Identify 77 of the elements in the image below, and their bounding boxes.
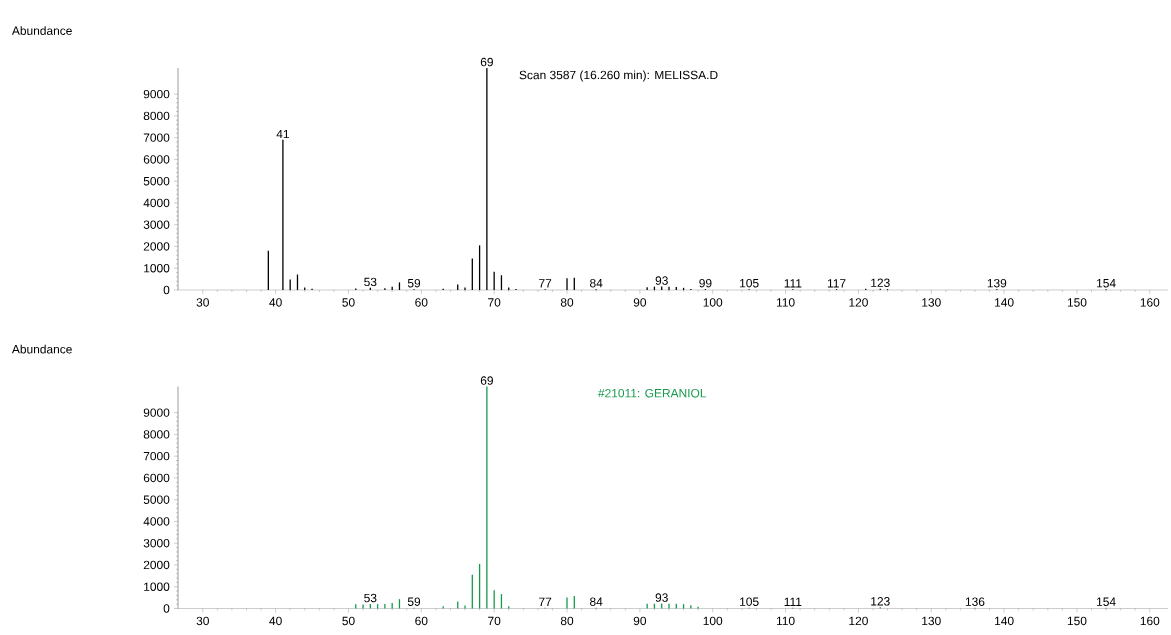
y-tick-label: 9000 (143, 89, 170, 99)
x-tick-label: 80 (560, 616, 574, 626)
annotation: 59 (407, 278, 421, 288)
annotation: 84 (590, 278, 603, 288)
y-tick-label: 7000 (143, 451, 170, 461)
y-tick-label: 1000 (144, 582, 170, 591)
annotation: 123 (871, 278, 890, 287)
x-tick-label: 80 (560, 298, 574, 307)
y-tick-label: 2000 (143, 242, 170, 251)
x-tick-label: 60 (415, 298, 428, 307)
annotation: 41 (276, 129, 289, 139)
annotation: 84 (590, 597, 603, 606)
annotation: 105 (740, 278, 759, 288)
x-tick-label: 130 (922, 616, 941, 626)
annotation: 93 (655, 593, 668, 602)
x-tick-label: 110 (776, 298, 795, 307)
x-tick-label: 130 (922, 298, 941, 307)
annotation: 117 (827, 279, 846, 288)
annotation: 139 (987, 278, 1007, 288)
annotation: 136 (965, 597, 985, 606)
y-tick-label: 8000 (143, 111, 170, 121)
annotation: 53 (364, 277, 377, 287)
chart-title: #21011: GERANIOL (598, 388, 707, 398)
annotation: 69 (480, 57, 493, 67)
y-tick-label: 3000 (143, 538, 170, 548)
y-tick-label: 3000 (143, 220, 170, 229)
annotation: 53 (364, 593, 377, 603)
y-tick-label: 5000 (143, 176, 170, 186)
x-tick-label: 100 (703, 616, 723, 626)
y-tick-label: 0 (163, 285, 170, 295)
x-tick-label: 60 (415, 616, 428, 626)
x-tick-label: 40 (269, 616, 282, 626)
x-tick-label: 160 (1140, 616, 1160, 626)
x-tick-label: 40 (269, 298, 282, 307)
annotation: 154 (1097, 597, 1116, 606)
y-tick-label: 5000 (143, 495, 170, 504)
x-tick-label: 160 (1140, 298, 1160, 307)
annotation: 77 (539, 279, 552, 288)
x-tick-label: 120 (849, 616, 868, 626)
x-tick-label: 90 (633, 298, 647, 307)
annotation: 77 (539, 597, 552, 606)
annotation: 59 (407, 597, 421, 606)
x-tick-label: 70 (488, 298, 501, 307)
x-tick-label: 90 (633, 616, 647, 626)
annotation: 154 (1097, 279, 1116, 288)
y-tick-label: 9000 (143, 408, 170, 417)
y-tick-label: 6000 (143, 473, 170, 483)
y-tick-label: 0 (163, 604, 170, 613)
y-tick-label: 6000 (143, 155, 170, 164)
x-tick-label: 120 (849, 298, 868, 307)
x-tick-label: 30 (196, 616, 209, 626)
x-tick-label: 50 (342, 298, 355, 307)
y-tick-label: 7000 (143, 133, 170, 142)
annotation: 105 (740, 597, 759, 606)
x-tick-label: 140 (995, 616, 1014, 626)
x-tick-label: 110 (776, 616, 795, 626)
x-tick-label: 150 (1067, 298, 1087, 307)
annotation: 111 (784, 279, 802, 288)
annotation: 69 (480, 376, 493, 385)
x-tick-label: 50 (342, 616, 355, 626)
chart-title: Scan 3587 (16.260 min): MELISSA.D (519, 70, 718, 82)
annotation: 111 (784, 597, 802, 606)
x-tick-label: 150 (1067, 616, 1087, 626)
y-tick-label: 1000 (144, 264, 170, 273)
annotation: 93 (655, 276, 668, 285)
annotation: 99 (699, 278, 712, 288)
annotation: 123 (871, 597, 890, 606)
y-axis-title: Abundance (11, 26, 72, 35)
y-tick-label: 8000 (143, 430, 170, 439)
x-tick-label: 100 (703, 298, 723, 307)
x-tick-label: 140 (995, 298, 1014, 307)
y-tick-label: 2000 (143, 560, 170, 570)
y-axis-title: Abundance (11, 344, 72, 354)
x-tick-label: 70 (488, 616, 501, 626)
y-tick-label: 4000 (143, 198, 170, 208)
x-tick-label: 30 (196, 298, 209, 307)
y-tick-label: 4000 (143, 517, 170, 526)
